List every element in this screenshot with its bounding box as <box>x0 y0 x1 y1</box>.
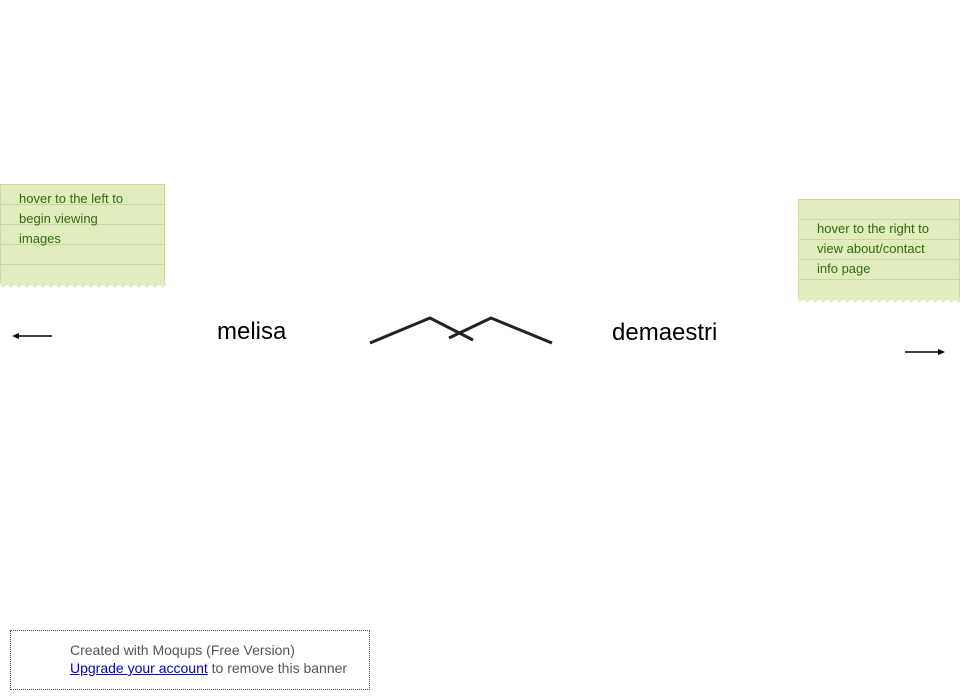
moqups-banner: Created with Moqups (Free Version) Upgra… <box>10 630 370 690</box>
note-left-line-2: begin viewing <box>19 211 98 226</box>
banner-remove-text: to remove this banner <box>207 660 348 676</box>
note-right-line-2: view about/contact <box>817 241 925 256</box>
note-right-line-3: info page <box>817 261 871 276</box>
note-right-line-1: hover to the right to <box>817 221 930 236</box>
arrow-left-icon[interactable] <box>10 330 54 342</box>
brand-last-name: demaestri <box>612 319 718 346</box>
banner-created-text: Created with Moqups (Free Version) <box>70 642 295 658</box>
torn-edge-decoration <box>0 283 167 288</box>
torn-edge-decoration <box>798 298 960 303</box>
banner-upgrade-line: Upgrade your account to remove this bann… <box>70 660 347 676</box>
note-left-line-3: images <box>19 231 61 246</box>
zigzag-logo-icon <box>369 316 553 345</box>
sticky-note-left: hover to the left to begin viewing image… <box>0 184 167 288</box>
upgrade-account-link[interactable]: Upgrade your account <box>70 660 208 676</box>
sticky-note-right: hover to the right to view about/contact… <box>798 199 960 303</box>
arrow-right-icon[interactable] <box>903 346 947 358</box>
note-left-line-1: hover to the left to <box>19 191 124 206</box>
brand-first-name: melisa <box>217 318 287 345</box>
